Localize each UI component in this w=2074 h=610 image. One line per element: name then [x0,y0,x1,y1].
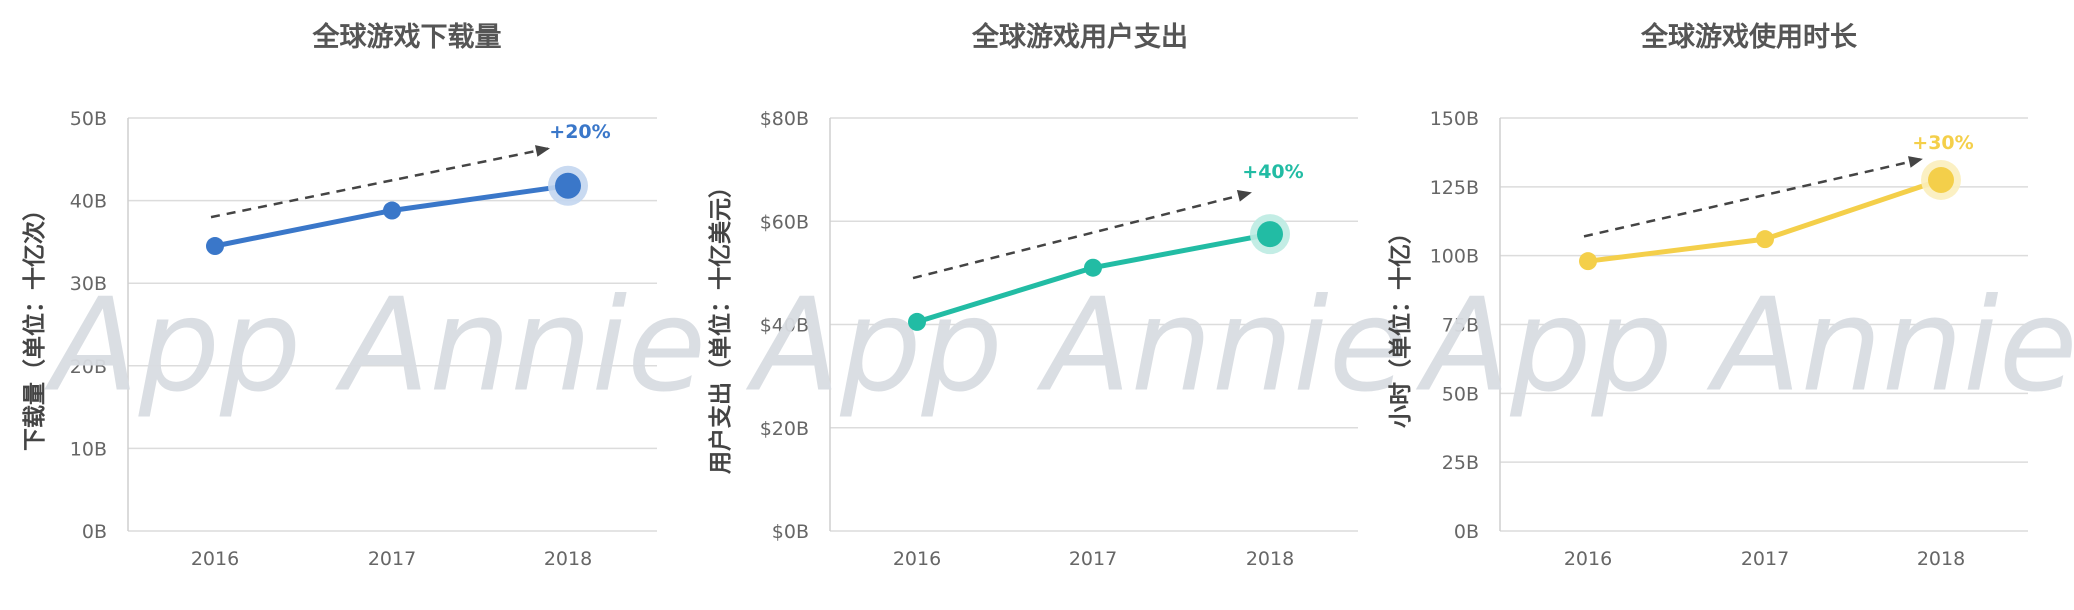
y-tick-label: 25B [1442,452,1479,474]
y-tick-label: $80B [760,108,809,130]
y-axis-label: 下载量（单位：十亿次） [21,198,48,451]
y-tick-label: 30B [70,273,107,295]
y-tick-label: 100B [1430,246,1479,268]
y-axis-label: 用户支出（单位：十亿美元） [707,175,734,474]
y-tick-label: 0B [82,521,107,543]
data-point [1084,258,1102,277]
x-tick-label: 2018 [544,548,592,570]
y-tick-label: 20B [70,356,107,378]
chart-title: 全球游戏使用时长 [1640,21,1858,53]
data-point [1928,166,1954,193]
growth-annotation: +40% [1242,161,1303,183]
y-axis-label: 小时（单位：十亿） [1387,221,1414,428]
y-tick-label: 0B [1454,521,1479,543]
x-tick-label: 2016 [893,548,941,570]
trend-arrow-line [210,147,549,219]
data-point [383,201,401,220]
chart-title: 全球游戏下载量 [312,21,502,53]
trend-arrowhead [535,145,550,157]
watermark-text: App Annie [44,272,706,421]
series-line [1585,177,1944,264]
watermark-text: App Annie [746,272,1408,421]
data-point [1756,230,1774,249]
y-tick-label: 75B [1442,315,1479,337]
y-tick-label: 10B [70,438,107,460]
growth-annotation: +30% [1912,132,1973,154]
x-tick-label: 2017 [1741,548,1789,570]
chart-title: 全球游戏用户支出 [971,21,1188,53]
x-tick-label: 2018 [1246,548,1294,570]
trend-arrow-line [912,191,1251,280]
data-point [555,172,581,199]
y-tick-label: 125B [1430,177,1479,199]
trend-arrow-line [1583,158,1922,238]
x-tick-label: 2018 [1917,548,1965,570]
trend-arrowhead [1236,190,1252,202]
trend-arrowhead [1908,156,1923,168]
watermark-text: App Annie [1416,272,2074,421]
y-tick-label: $60B [760,211,809,233]
y-tick-label: $20B [760,418,809,440]
x-tick-label: 2017 [368,548,416,570]
data-point [1257,221,1283,248]
x-tick-label: 2016 [1564,548,1612,570]
y-tick-label: $0B [772,521,809,543]
y-tick-label: 150B [1430,108,1479,130]
y-tick-label: 50B [70,108,107,130]
data-point [908,312,926,331]
y-tick-label: 40B [70,191,107,213]
data-point [206,237,224,256]
data-point [1579,252,1597,271]
y-tick-label: 50B [1442,383,1479,405]
y-tick-label: $40B [760,315,809,337]
x-tick-label: 2017 [1069,548,1117,570]
x-tick-label: 2016 [191,548,239,570]
growth-annotation: +20% [549,121,610,143]
